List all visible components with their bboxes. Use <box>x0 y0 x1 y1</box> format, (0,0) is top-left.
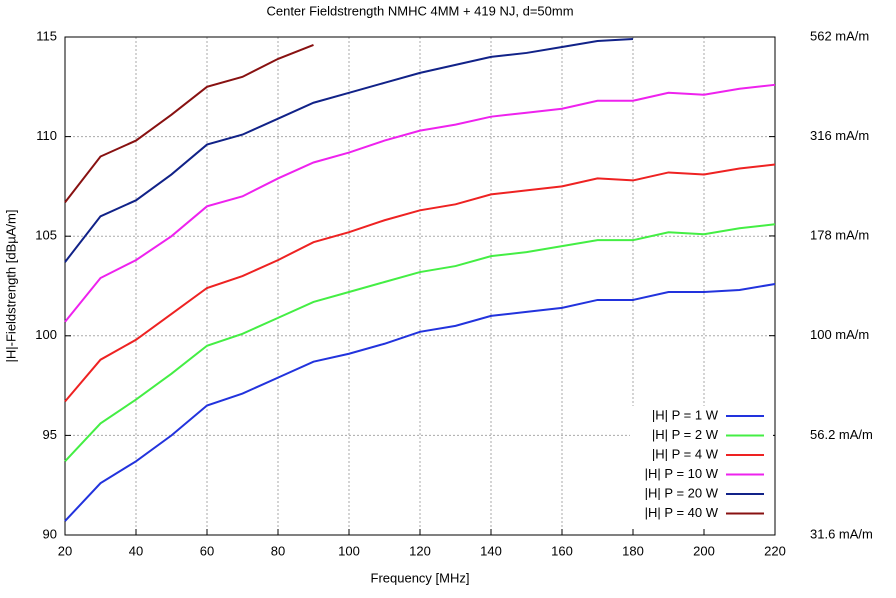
y2-tick-label: 562 mA/m <box>810 28 869 43</box>
plot-frame <box>64 36 776 536</box>
legend-label: |H| P = 1 W <box>652 407 719 422</box>
x-tick-label: 80 <box>271 543 285 558</box>
x-tick-label: 200 <box>693 543 715 558</box>
y2-tick-label: 31.6 mA/m <box>810 526 873 541</box>
x-tick-label: 60 <box>200 543 214 558</box>
x-tick-label: 100 <box>338 543 360 558</box>
series-line <box>64 37 634 263</box>
x-axis-label: Frequency [MHz] <box>371 570 470 585</box>
legend-label: |H| P = 4 W <box>652 446 719 461</box>
series-line <box>64 83 776 323</box>
series-line <box>64 44 314 203</box>
y-tick-label: 95 <box>43 427 57 442</box>
x-tick-label: 120 <box>409 543 431 558</box>
series-line <box>64 283 776 522</box>
legend-label: |H| P = 20 W <box>645 485 719 500</box>
legend-label: |H| P = 40 W <box>645 505 719 520</box>
y-tick-label: 100 <box>35 327 57 342</box>
y-tick-label: 105 <box>35 228 57 243</box>
legend-label: |H| P = 2 W <box>652 427 719 442</box>
y2-tick-label: 316 mA/m <box>810 128 869 143</box>
x-tick-label: 20 <box>58 543 72 558</box>
y2-tick-label: 178 mA/m <box>810 227 869 242</box>
y-tick-label: 115 <box>36 28 57 43</box>
y-axis-label: |H|-Fieldstrength [dBµA/m] <box>3 210 18 363</box>
series-line <box>64 163 776 403</box>
x-tick-label: 160 <box>551 543 573 558</box>
x-tick-label: 220 <box>764 543 786 558</box>
series-line <box>64 223 776 462</box>
x-tick-label: 40 <box>129 543 143 558</box>
x-tick-label: 180 <box>622 543 644 558</box>
y2-tick-label: 100 mA/m <box>810 327 869 342</box>
legend-box <box>630 406 773 529</box>
y-tick-label: 90 <box>43 526 57 541</box>
x-tick-label: 140 <box>480 543 502 558</box>
y2-tick-label: 56.2 mA/m <box>810 427 873 442</box>
chart-title: Center Fieldstrength NMHC 4MM + 419 NJ, … <box>266 3 573 18</box>
y-tick-label: 110 <box>36 128 57 143</box>
legend-label: |H| P = 10 W <box>645 466 719 481</box>
